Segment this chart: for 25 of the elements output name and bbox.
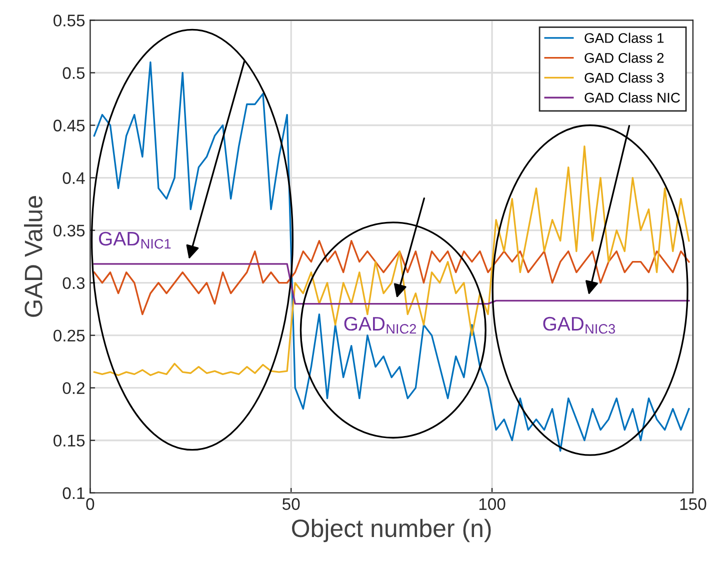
y-axis-title: GAD Value — [24, 196, 42, 317]
legend-label: GAD Class 2 — [584, 52, 664, 63]
y-tick-label: 0.35 — [54, 224, 85, 236]
y-tick-label: 0.45 — [54, 120, 85, 132]
y-tick-label: 0.5 — [62, 67, 85, 79]
y-tick-label: 0.55 — [54, 14, 85, 26]
y-tick-label: 0.2 — [62, 382, 84, 394]
y-tick-label: 0.4 — [62, 172, 85, 184]
legend-label: GAD Class 1 — [584, 32, 664, 43]
x-tick-label: 150 — [680, 498, 706, 510]
annotation: GAD$_{NIC3}$ — [543, 316, 615, 334]
annotation: GAD$_{NIC1}$ — [98, 232, 171, 249]
x-axis-title: Object number (n) — [292, 518, 491, 542]
line-series — [93, 61, 690, 452]
x-tick-label: 0 — [86, 498, 94, 510]
annotation: GAD$_{NIC2}$ — [344, 316, 416, 334]
y-tick-label: 0.1 — [62, 487, 84, 500]
x-tick-label: 50 — [282, 498, 300, 510]
legend-label: GAD Class NIC — [584, 92, 680, 103]
y-tick-label: 0.15 — [54, 434, 85, 447]
line-series — [93, 145, 690, 376]
x-tick-label: 100 — [479, 498, 506, 510]
y-tick-label: 0.3 — [62, 277, 85, 290]
y-tick-label: 0.25 — [54, 330, 85, 342]
legend-label: GAD Class 3 — [584, 72, 664, 83]
